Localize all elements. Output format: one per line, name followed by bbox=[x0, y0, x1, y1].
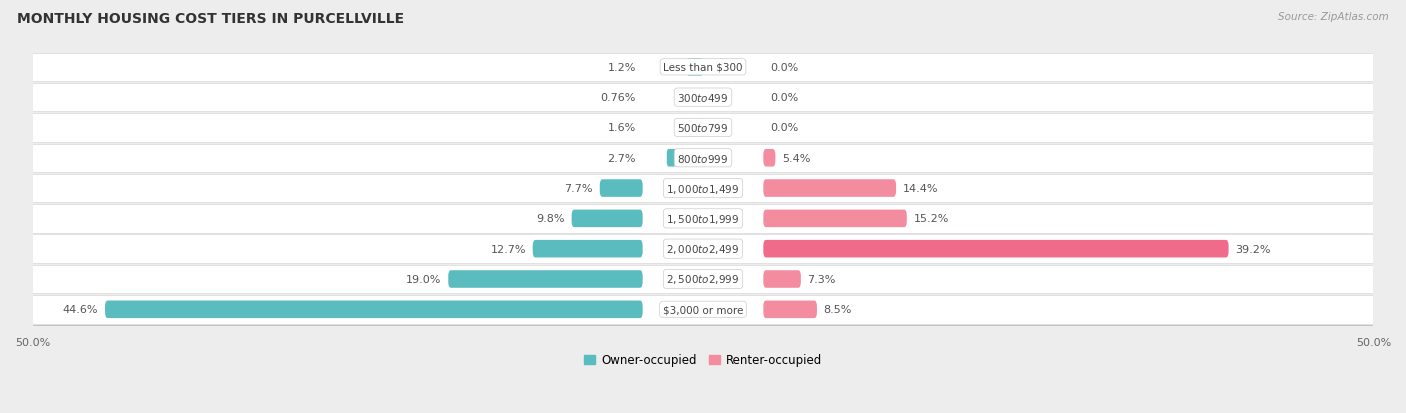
Text: 8.5%: 8.5% bbox=[824, 304, 852, 315]
Text: 9.8%: 9.8% bbox=[537, 214, 565, 224]
FancyBboxPatch shape bbox=[6, 295, 1400, 324]
Text: 7.3%: 7.3% bbox=[807, 274, 837, 284]
Text: $1,500 to $1,999: $1,500 to $1,999 bbox=[666, 212, 740, 225]
FancyBboxPatch shape bbox=[6, 235, 1400, 263]
FancyBboxPatch shape bbox=[693, 89, 703, 107]
Text: 0.76%: 0.76% bbox=[600, 93, 636, 103]
FancyBboxPatch shape bbox=[763, 271, 801, 288]
Text: $300 to $499: $300 to $499 bbox=[678, 92, 728, 104]
Text: 0.0%: 0.0% bbox=[770, 63, 799, 73]
Text: $1,000 to $1,499: $1,000 to $1,499 bbox=[666, 182, 740, 195]
Text: 1.6%: 1.6% bbox=[607, 123, 636, 133]
FancyBboxPatch shape bbox=[600, 180, 643, 197]
Text: MONTHLY HOUSING COST TIERS IN PURCELLVILLE: MONTHLY HOUSING COST TIERS IN PURCELLVIL… bbox=[17, 12, 404, 26]
FancyBboxPatch shape bbox=[763, 240, 1229, 258]
FancyBboxPatch shape bbox=[763, 180, 896, 197]
Text: $500 to $799: $500 to $799 bbox=[678, 122, 728, 134]
FancyBboxPatch shape bbox=[763, 210, 907, 228]
Text: 19.0%: 19.0% bbox=[406, 274, 441, 284]
FancyBboxPatch shape bbox=[6, 204, 1400, 233]
Text: $2,500 to $2,999: $2,500 to $2,999 bbox=[666, 273, 740, 286]
FancyBboxPatch shape bbox=[763, 301, 817, 318]
FancyBboxPatch shape bbox=[682, 119, 703, 137]
FancyBboxPatch shape bbox=[449, 271, 643, 288]
Text: 44.6%: 44.6% bbox=[63, 304, 98, 315]
FancyBboxPatch shape bbox=[572, 210, 643, 228]
Text: 39.2%: 39.2% bbox=[1236, 244, 1271, 254]
Text: 0.0%: 0.0% bbox=[770, 93, 799, 103]
FancyBboxPatch shape bbox=[533, 240, 643, 258]
Text: 0.0%: 0.0% bbox=[770, 123, 799, 133]
FancyBboxPatch shape bbox=[763, 150, 775, 167]
FancyBboxPatch shape bbox=[6, 144, 1400, 173]
Text: 14.4%: 14.4% bbox=[903, 184, 938, 194]
Text: 12.7%: 12.7% bbox=[491, 244, 526, 254]
FancyBboxPatch shape bbox=[105, 301, 643, 318]
Text: $3,000 or more: $3,000 or more bbox=[662, 304, 744, 315]
FancyBboxPatch shape bbox=[6, 174, 1400, 203]
FancyBboxPatch shape bbox=[6, 114, 1400, 142]
Text: Less than $300: Less than $300 bbox=[664, 63, 742, 73]
Text: 5.4%: 5.4% bbox=[782, 153, 810, 164]
FancyBboxPatch shape bbox=[6, 265, 1400, 294]
Text: Source: ZipAtlas.com: Source: ZipAtlas.com bbox=[1278, 12, 1389, 22]
Text: 2.7%: 2.7% bbox=[607, 153, 636, 164]
Legend: Owner-occupied, Renter-occupied: Owner-occupied, Renter-occupied bbox=[579, 349, 827, 371]
Text: 1.2%: 1.2% bbox=[607, 63, 636, 73]
FancyBboxPatch shape bbox=[666, 150, 703, 167]
FancyBboxPatch shape bbox=[6, 84, 1400, 112]
Text: $800 to $999: $800 to $999 bbox=[678, 152, 728, 164]
FancyBboxPatch shape bbox=[6, 53, 1400, 82]
Text: 7.7%: 7.7% bbox=[565, 184, 593, 194]
Text: $2,000 to $2,499: $2,000 to $2,499 bbox=[666, 242, 740, 256]
FancyBboxPatch shape bbox=[688, 59, 703, 76]
Text: 15.2%: 15.2% bbox=[914, 214, 949, 224]
